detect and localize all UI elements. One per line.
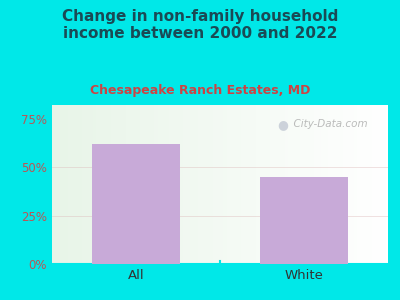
Text: ●: ● [277,118,288,130]
Bar [92,144,180,264]
Text: Change in non-family household
income between 2000 and 2022: Change in non-family household income be… [62,9,338,41]
Text: Chesapeake Ranch Estates, MD: Chesapeake Ranch Estates, MD [90,84,310,97]
Bar [260,177,348,264]
Text: City-Data.com: City-Data.com [287,119,368,129]
